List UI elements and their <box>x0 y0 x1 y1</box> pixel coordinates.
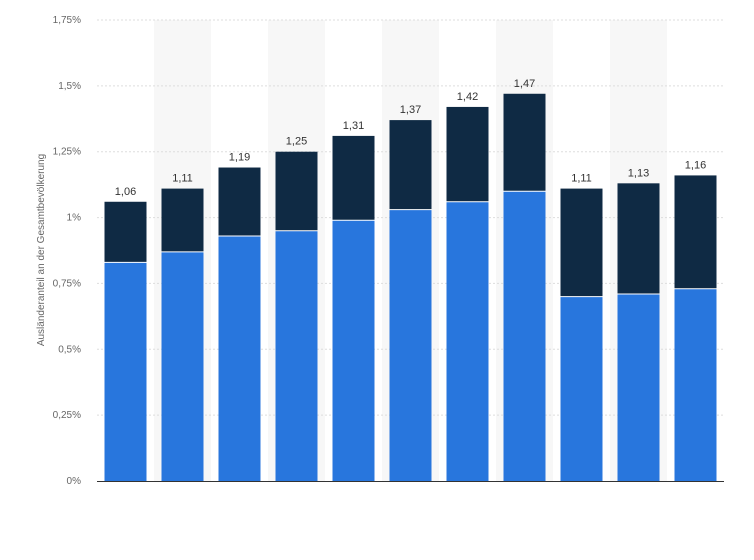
bar-bottom-10 <box>674 288 717 481</box>
y-tick-label-1: 0,25% <box>53 410 81 421</box>
bar-top-0 <box>104 201 147 263</box>
bar-top-3 <box>275 151 318 231</box>
y-tick-label-3: 0,75% <box>53 278 81 289</box>
data-label-10: 1,16 <box>685 159 706 171</box>
data-label-1: 1,11 <box>172 173 193 185</box>
bar-bottom-0 <box>104 262 147 481</box>
bar-bottom-8 <box>560 296 603 481</box>
bar-bottom-9 <box>617 293 660 481</box>
y-tick-label-4: 1% <box>67 213 82 224</box>
data-label-7: 1,47 <box>514 78 535 90</box>
bar-top-6 <box>446 106 489 202</box>
data-label-0: 1,06 <box>115 186 136 198</box>
bar-top-9 <box>617 183 660 294</box>
bar-top-7 <box>503 93 546 192</box>
data-label-3: 1,25 <box>286 136 307 148</box>
y-axis-ticks: 0% 0,25% 0,5% 0,75% 1% 1,25% 1,5% 1,75% <box>53 15 81 487</box>
y-tick-label-2: 0,5% <box>58 344 81 355</box>
data-label-5: 1,37 <box>400 104 421 116</box>
bar-top-2 <box>218 167 261 237</box>
data-label-8: 1,11 <box>571 173 592 185</box>
bar-bottom-2 <box>218 236 261 481</box>
y-tick-label-7: 1,75% <box>53 15 81 26</box>
bar-top-5 <box>389 120 432 210</box>
y-tick-label-0: 0% <box>67 476 82 487</box>
bar-top-1 <box>161 188 204 252</box>
data-label-4: 1,31 <box>343 120 364 132</box>
bar-bottom-7 <box>503 191 546 481</box>
data-label-2: 1,19 <box>229 152 250 164</box>
bar-bottom-5 <box>389 209 432 481</box>
y-tick-label-6: 1,5% <box>58 81 81 92</box>
data-labels: 1,06 1,11 1,19 1,25 1,31 1,37 1,42 1,47 1,11 1,13… <box>115 78 706 198</box>
bar-bottom-4 <box>332 220 375 481</box>
bar-bottom-3 <box>275 230 318 481</box>
bar-top-8 <box>560 188 603 297</box>
y-axis-label: Ausländeranteil an der Gesamtbevölkerung <box>36 154 47 346</box>
y-tick-label-5: 1,25% <box>53 147 81 158</box>
bars <box>104 93 717 481</box>
bar-bottom-1 <box>161 251 204 481</box>
data-label-9: 1,13 <box>628 167 649 179</box>
bar-bottom-6 <box>446 201 489 481</box>
data-label-6: 1,42 <box>457 91 478 103</box>
bar-top-10 <box>674 175 717 289</box>
bar-top-4 <box>332 135 375 221</box>
